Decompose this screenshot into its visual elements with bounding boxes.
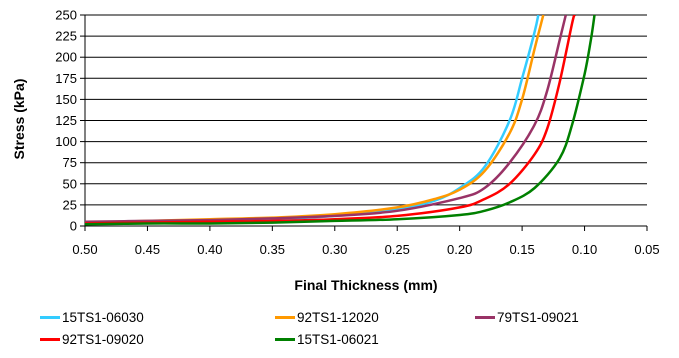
x-axis-title: Final Thickness (mm) (294, 277, 437, 293)
x-tick-label: 0.05 (634, 242, 659, 257)
legend-swatch (275, 316, 295, 319)
x-tick-label: 0.15 (509, 242, 534, 257)
y-gridlines (85, 14, 647, 206)
x-tick-label: 0.50 (72, 242, 97, 257)
legend-swatch (275, 338, 295, 341)
series-lines (85, 15, 596, 226)
legend-swatch (40, 316, 60, 319)
tick-labels: 0 25 50 75 100 125 150 175 200 225 250 0.50 0.45 0.40… (55, 8, 659, 258)
axes (80, 14, 648, 231)
y-tick-label: 175 (55, 71, 77, 86)
y-axis-title: Stress (kPa) (11, 79, 27, 160)
y-tick-label: 250 (55, 8, 77, 23)
x-tick-label: 0.35 (260, 242, 285, 257)
legend-item: 15TS1-06021 (275, 332, 379, 347)
y-tick-label: 50 (63, 176, 77, 191)
stress-thickness-chart: 0 25 50 75 100 125 150 175 200 225 250 0.50 0.45 0.40… (11, 8, 660, 294)
y-tick-label: 150 (55, 92, 77, 107)
y-tick-label: 125 (55, 113, 77, 128)
legend-label: 92TS1-09020 (62, 332, 144, 347)
legend-item: 92TS1-09020 (40, 332, 144, 347)
legend-label: 92TS1-12020 (297, 310, 379, 325)
y-tick-label: 100 (55, 134, 77, 149)
x-tick-label: 0.25 (385, 242, 410, 257)
legend-label: 15TS1-06030 (62, 310, 144, 325)
x-tick-label: 0.30 (322, 242, 347, 257)
series-line-92TS1-12020 (85, 15, 545, 224)
legend-item: 15TS1-06030 (40, 310, 144, 325)
x-tick-label: 0.20 (447, 242, 472, 257)
x-tick-label: 0.45 (135, 242, 160, 257)
series-line-15TS1-06021 (85, 15, 596, 226)
legend-item: 79TS1-09021 (475, 310, 579, 325)
x-tick-label: 0.40 (197, 242, 222, 257)
y-tick-label: 200 (55, 50, 77, 65)
series-line-15TS1-06030 (85, 15, 540, 225)
y-tick-label: 75 (63, 155, 77, 170)
series-line-92TS1-09020 (85, 15, 576, 225)
x-tick-label: 0.10 (572, 242, 597, 257)
y-tick-label: 225 (55, 29, 77, 44)
legend-item: 92TS1-12020 (275, 310, 379, 325)
legend: 15TS1-06030 92TS1-12020 79TS1-09021 92TS1-0… (40, 310, 670, 356)
legend-swatch (475, 316, 495, 319)
y-tick-label: 0 (70, 219, 77, 234)
legend-swatch (40, 338, 60, 341)
series-line-79TS1-09021 (85, 15, 568, 224)
legend-label: 79TS1-09021 (497, 310, 579, 325)
y-tick-label: 25 (63, 197, 77, 212)
legend-label: 15TS1-06021 (297, 332, 379, 347)
